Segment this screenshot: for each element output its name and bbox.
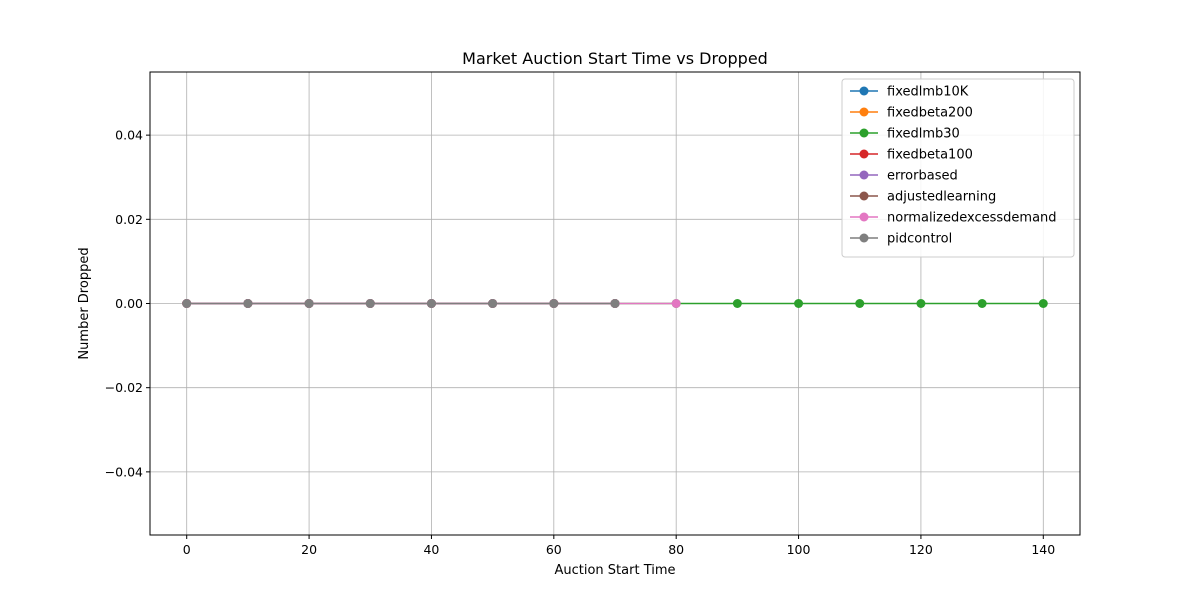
legend-marker	[859, 128, 869, 138]
data-point	[304, 299, 314, 308]
data-point	[182, 299, 192, 308]
legend-marker	[859, 212, 869, 222]
data-point	[977, 299, 987, 308]
x-tick-label: 80	[668, 542, 684, 557]
x-tick-label: 100	[787, 542, 811, 557]
x-tick-label: 0	[183, 542, 191, 557]
legend-item: fixedbeta200	[850, 106, 973, 121]
legend-box	[841, 78, 1075, 258]
legend-item: adjustedlearning	[850, 190, 996, 205]
legend-item: fixedlmb10K	[850, 85, 969, 100]
y-tick-label: 0.04	[115, 128, 143, 143]
legend-marker	[859, 191, 869, 201]
legend-marker	[859, 149, 869, 159]
x-tick-label: 140	[1031, 542, 1055, 557]
legend-marker	[859, 233, 869, 243]
legend-marker	[859, 107, 869, 117]
legend-label: fixedbeta100	[887, 148, 973, 163]
legend-item: pidcontrol	[850, 232, 952, 247]
legend-item: fixedbeta100	[850, 148, 973, 163]
x-axis-label: Auction Start Time	[554, 563, 675, 578]
legend-item: errorbased	[850, 169, 958, 184]
legend-label: pidcontrol	[887, 232, 952, 247]
data-point	[243, 299, 253, 308]
data-point	[671, 299, 681, 308]
legend-marker	[859, 170, 869, 180]
x-tick-label: 40	[423, 542, 439, 557]
legend-label: fixedbeta200	[887, 106, 973, 121]
x-tick-label: 120	[909, 542, 933, 557]
axis-ticks: 0 20 40 60 80 100 120 140 −0.04 −0.02 0.00 0.02 0.04	[105, 128, 1056, 557]
legend-label: fixedlmb30	[887, 127, 960, 142]
legend-label: errorbased	[887, 169, 958, 184]
chart-title: Market Auction Start Time vs Dropped	[462, 49, 768, 68]
legend-item: normalizedexcessdemand	[850, 211, 1057, 226]
data-point	[794, 299, 804, 308]
data-point	[610, 299, 620, 308]
legend: fixedlmb10K fixedbeta200 fixedlmb30 fixedbe…	[841, 78, 1075, 258]
y-tick-label: −0.04	[105, 464, 143, 479]
x-tick-label: 60	[546, 542, 562, 557]
y-axis-label: Number Dropped	[77, 247, 92, 359]
y-tick-label: −0.02	[105, 380, 143, 395]
data-point	[732, 299, 742, 308]
legend-item: fixedlmb30	[850, 127, 960, 142]
data-point	[916, 299, 926, 308]
y-tick-label: 0.02	[115, 212, 143, 227]
legend-label: fixedlmb10K	[887, 85, 969, 100]
series-layer	[182, 299, 1048, 308]
data-point	[549, 299, 559, 308]
legend-label: adjustedlearning	[887, 190, 996, 205]
legend-label: normalizedexcessdemand	[887, 211, 1057, 226]
data-point	[855, 299, 865, 308]
data-point	[426, 299, 436, 308]
x-tick-label: 20	[301, 542, 317, 557]
series-pidcontrol	[182, 299, 620, 308]
data-point	[365, 299, 375, 308]
data-point	[488, 299, 498, 308]
legend-marker	[859, 86, 869, 96]
data-point	[1038, 299, 1048, 308]
y-tick-label: 0.00	[115, 296, 143, 311]
